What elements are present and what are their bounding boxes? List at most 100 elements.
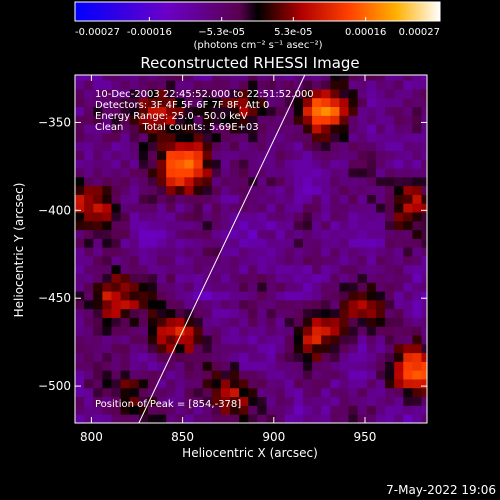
heatmap-cell xyxy=(120,379,131,389)
heatmap-cell xyxy=(220,299,231,310)
heatmap-cell xyxy=(239,229,249,239)
heatmap-cell xyxy=(102,238,112,248)
heatmap-cell xyxy=(111,80,121,90)
heatmap-cell xyxy=(202,168,213,178)
heatmap-cell xyxy=(193,194,204,204)
heatmap-cell xyxy=(220,115,231,125)
heatmap-cell xyxy=(202,106,213,116)
heatmap-cell xyxy=(421,141,427,151)
heatmap-cell xyxy=(166,405,176,415)
heatmap-cell xyxy=(138,159,149,169)
heatmap-cell xyxy=(120,97,131,108)
heatmap-cell xyxy=(184,106,194,116)
heatmap-cell xyxy=(157,203,167,213)
heatmap-cell xyxy=(111,124,121,134)
heatmap-cell xyxy=(266,89,277,99)
heatmap-cell xyxy=(394,247,404,257)
heatmap-cell xyxy=(302,299,313,310)
heatmap-cell xyxy=(220,326,231,336)
heatmap-cell xyxy=(111,133,121,143)
heatmap-cell xyxy=(239,80,249,90)
heatmap-cell xyxy=(184,176,194,187)
heatmap-cell xyxy=(111,396,121,406)
heatmap-cell xyxy=(321,387,331,398)
heatmap-cell xyxy=(394,387,404,398)
heatmap-cell xyxy=(403,185,413,195)
heatmap-cell xyxy=(339,124,349,134)
heatmap-cell xyxy=(111,141,121,151)
heatmap-cell xyxy=(366,291,377,301)
heatmap-cell xyxy=(93,317,103,327)
heatmap-cell xyxy=(138,273,149,283)
heatmap-cell xyxy=(102,317,112,327)
heatmap-cell xyxy=(184,414,194,423)
heatmap-cell xyxy=(102,326,112,336)
heatmap-cell xyxy=(120,387,131,398)
heatmap-cell xyxy=(412,133,422,143)
heatmap-cell xyxy=(75,115,85,125)
heatmap-cell xyxy=(220,141,231,151)
heatmap-cell xyxy=(412,264,422,275)
heatmap-cell xyxy=(375,75,386,81)
heatmap-cell xyxy=(421,212,427,222)
heatmap-cell xyxy=(302,176,313,187)
heatmap-cell xyxy=(138,75,149,81)
heatmap-cell xyxy=(394,203,404,213)
heatmap-cell xyxy=(275,220,286,231)
heatmap-cell xyxy=(302,282,313,292)
heatmap-cell xyxy=(147,308,158,318)
heatmap-cell xyxy=(147,168,158,178)
heatmap-cell xyxy=(266,361,277,371)
heatmap-cell xyxy=(129,361,140,371)
heatmap-cell xyxy=(193,168,204,178)
heatmap-cell xyxy=(339,80,349,90)
heatmap-cell xyxy=(184,185,194,195)
heatmap-cell xyxy=(403,352,413,362)
heatmap-cell xyxy=(293,75,304,81)
heatmap-cell xyxy=(202,124,213,134)
heatmap-cell xyxy=(403,168,413,178)
heatmap-cell xyxy=(330,414,340,423)
heatmap-cell xyxy=(193,264,204,275)
heatmap-cell xyxy=(366,343,377,354)
heatmap-cell xyxy=(330,282,340,292)
heatmap-cell xyxy=(403,282,413,292)
heatmap-cell xyxy=(421,335,427,345)
heatmap-cell xyxy=(184,89,194,99)
heatmap-cell xyxy=(248,176,258,187)
heatmap-cell xyxy=(403,203,413,213)
heatmap-cell xyxy=(184,212,194,222)
heatmap-cell xyxy=(375,361,386,371)
heatmap-cell xyxy=(293,124,304,134)
heatmap-cell xyxy=(339,203,349,213)
heatmap-cell xyxy=(312,361,322,371)
heatmap-cell xyxy=(385,150,395,160)
heatmap-cell xyxy=(184,247,194,257)
heatmap-cell xyxy=(375,97,386,108)
heatmap-cell xyxy=(175,97,185,108)
heatmap-cell xyxy=(293,379,304,389)
heatmap-cell xyxy=(138,405,149,415)
heatmap-cell xyxy=(394,326,404,336)
heatmap-cell xyxy=(357,141,368,151)
heatmap-cell xyxy=(230,194,240,204)
heatmap-cell xyxy=(266,80,277,90)
heatmap-cell xyxy=(157,80,167,90)
heatmap-cell xyxy=(375,194,386,204)
heatmap-cell xyxy=(220,194,231,204)
heatmap-cell xyxy=(138,176,149,187)
heatmap-cell xyxy=(202,299,213,310)
heatmap-cell xyxy=(239,387,249,398)
heatmap-cell xyxy=(403,299,413,310)
heatmap-cell xyxy=(284,150,295,160)
heatmap-cell xyxy=(330,185,340,195)
heatmap-cell xyxy=(302,247,313,257)
heatmap-cell xyxy=(102,414,112,423)
heatmap-cell xyxy=(248,326,258,336)
heatmap-cell xyxy=(202,185,213,195)
heatmap-cell xyxy=(193,379,204,389)
heatmap-cell xyxy=(375,150,386,160)
heatmap-cell xyxy=(312,229,322,239)
heatmap-cell xyxy=(138,220,149,231)
heatmap-cell xyxy=(385,80,395,90)
